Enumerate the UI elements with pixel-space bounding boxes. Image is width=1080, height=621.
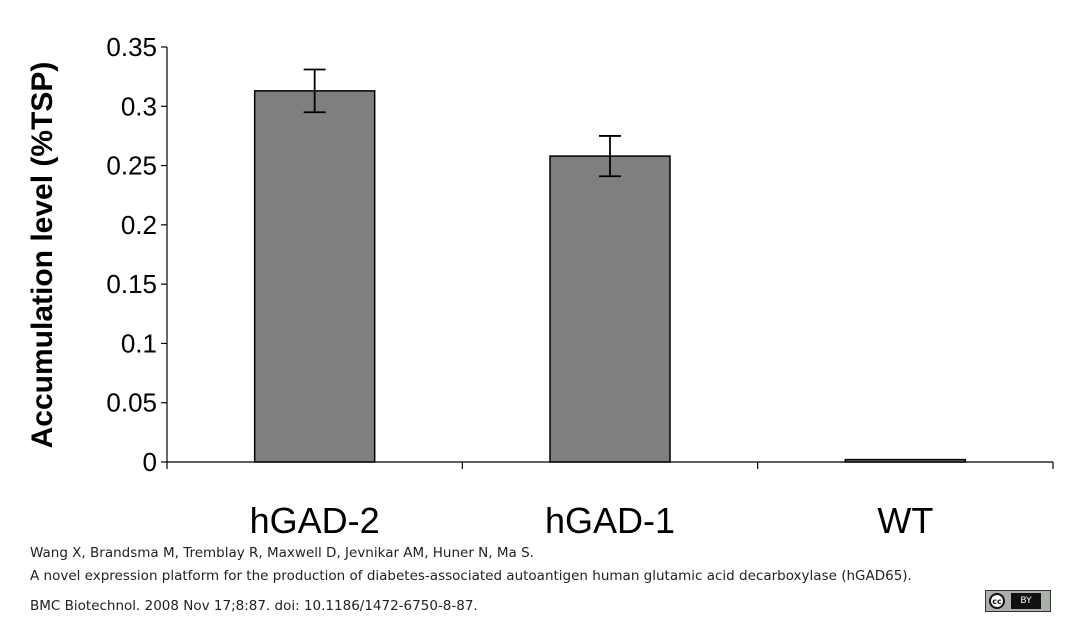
y-tick-label: 0.2 bbox=[121, 210, 157, 240]
bars bbox=[253, 90, 967, 463]
citation-title: A novel expression platform for the prod… bbox=[30, 568, 912, 584]
y-axis-title: Accumulation level (%TSP) bbox=[26, 62, 59, 449]
y-tick-label: 0.1 bbox=[121, 328, 157, 358]
y-tick-label: 0 bbox=[143, 447, 157, 477]
cc-icon: cc bbox=[989, 593, 1005, 609]
y-tick-label: 0.3 bbox=[121, 91, 157, 121]
y-ticks: 0 0.05 0.1 0.15 0.2 0.25 0.3 0.35 bbox=[106, 32, 167, 477]
creative-commons-by-icon: cc BY bbox=[985, 590, 1051, 612]
y-tick-label: 0.15 bbox=[106, 269, 157, 299]
bar-chart: Accumulation level (%TSP) 0 0.05 0.1 0.15 0.… bbox=[26, 32, 1054, 540]
x-categories: hGAD-2 hGAD-1 WT bbox=[250, 500, 934, 540]
citation-source: BMC Biotechnol. 2008 Nov 17;8:87. doi: 1… bbox=[30, 598, 478, 614]
x-category-label: hGAD-1 bbox=[545, 500, 675, 540]
citation-authors: Wang X, Brandsma M, Tremblay R, Maxwell … bbox=[30, 545, 534, 561]
x-category-label: WT bbox=[877, 500, 933, 540]
bar bbox=[549, 155, 671, 463]
bar bbox=[253, 90, 376, 463]
bar bbox=[844, 458, 967, 463]
y-tick-label: 0.35 bbox=[106, 32, 157, 62]
y-tick-label: 0.25 bbox=[106, 151, 157, 181]
error-bars bbox=[303, 68, 621, 178]
by-icon: BY bbox=[1011, 593, 1041, 609]
x-category-label: hGAD-2 bbox=[250, 500, 380, 540]
y-tick-label: 0.05 bbox=[106, 388, 157, 418]
